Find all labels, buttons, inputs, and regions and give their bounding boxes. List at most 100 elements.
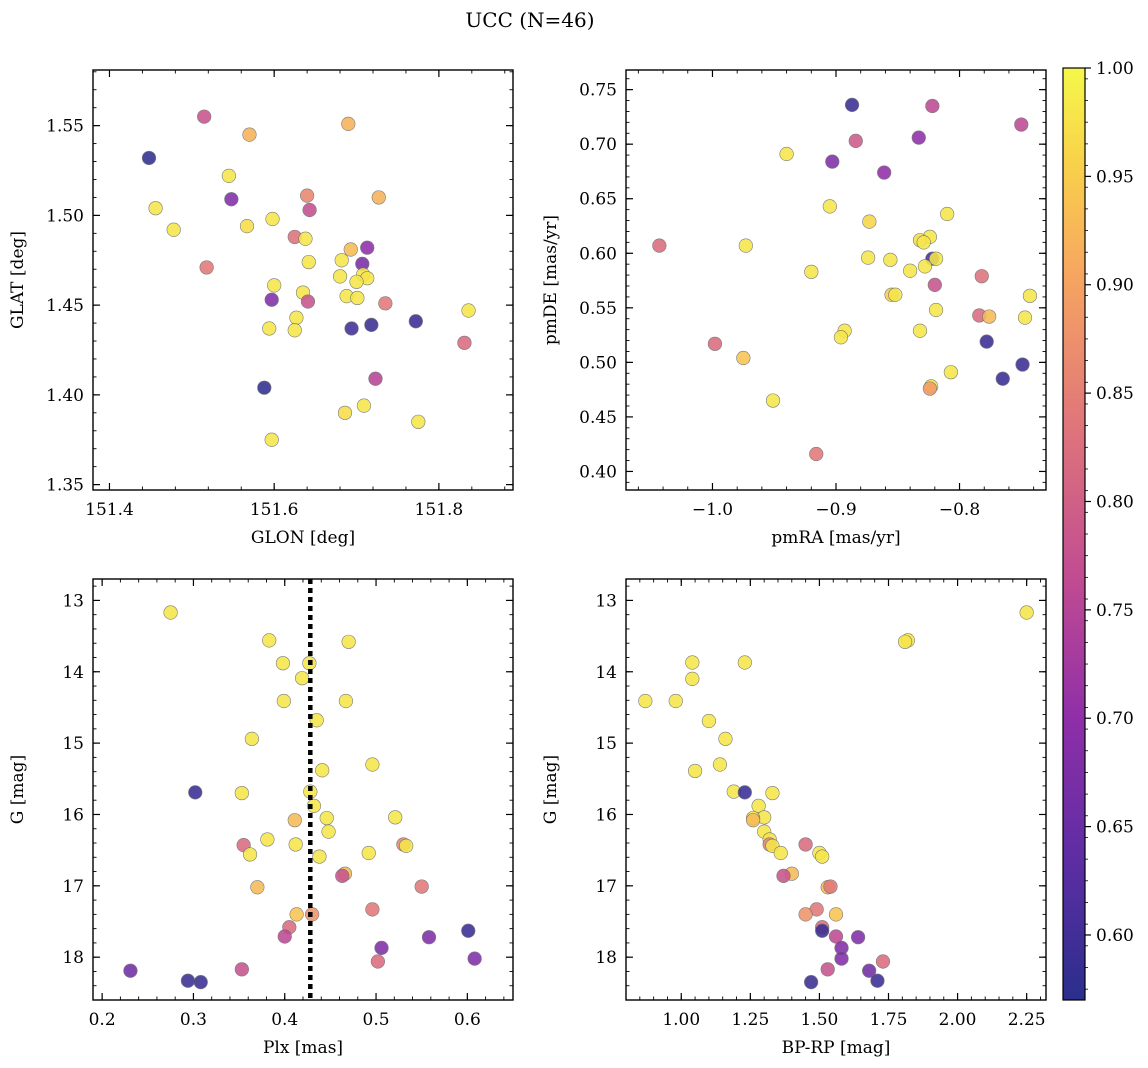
data-point <box>833 330 849 345</box>
data-point <box>916 235 931 250</box>
data-point <box>927 277 942 293</box>
data-point <box>1019 605 1034 620</box>
y-tick-label: 17 <box>62 877 84 897</box>
data-point <box>1017 310 1033 325</box>
data-point <box>264 292 279 307</box>
y-tick-label: 16 <box>62 805 84 825</box>
data-point <box>798 907 813 922</box>
colorbar-tick-label: 0.75 <box>1096 601 1134 621</box>
x-tick-label: 0.4 <box>271 1010 298 1030</box>
data-point <box>701 713 716 729</box>
colorbar: 0.60 0.65 0.70 0.75 0.80 0.85 0.90 0.95 1.00 <box>1062 59 1134 1001</box>
y-tick-label: 0.70 <box>579 135 617 155</box>
data-point <box>825 154 840 169</box>
data-point <box>928 302 944 318</box>
y-tick-label: 0.60 <box>579 244 617 264</box>
data-point <box>234 785 249 801</box>
data-point <box>360 240 375 255</box>
y-axis-label: G [mag] <box>541 755 561 824</box>
x-tick-label: 1.25 <box>731 1010 769 1030</box>
data-point <box>239 219 255 234</box>
y-tick-label: 14 <box>62 663 84 683</box>
data-point <box>828 929 844 944</box>
data-point <box>1015 357 1030 372</box>
data-point <box>888 287 903 302</box>
data-point <box>309 713 324 728</box>
y-tick-label: 1.55 <box>46 117 84 137</box>
data-point <box>995 371 1010 386</box>
x-tick-label: 0.6 <box>454 1010 481 1030</box>
data-point <box>361 845 376 861</box>
x-axis-label: pmRA [mas/yr] <box>771 528 900 548</box>
data-point <box>1014 117 1029 132</box>
data-point <box>242 127 257 142</box>
data-point <box>737 655 752 670</box>
y-tick-label: 0.65 <box>579 190 617 210</box>
data-point <box>332 269 348 284</box>
data-point <box>877 165 892 180</box>
data-point <box>461 303 476 318</box>
data-point <box>166 222 181 237</box>
colorbar-tick-label: 0.85 <box>1096 384 1134 404</box>
y-tick-label: 18 <box>62 948 84 968</box>
x-tick-label: 2.25 <box>1008 1010 1046 1030</box>
x-tick-label: −0.8 <box>939 500 980 520</box>
data-point <box>399 838 414 853</box>
y-tick-label: 17 <box>595 877 617 897</box>
data-point <box>776 868 791 883</box>
x-tick-label: 0.2 <box>89 1010 116 1030</box>
data-point <box>925 98 940 114</box>
data-point <box>277 929 292 944</box>
plot-frame <box>625 578 1047 1001</box>
y-tick-label: 16 <box>595 805 617 825</box>
data-point <box>371 190 386 205</box>
data-point <box>370 954 385 969</box>
data-point <box>289 907 304 922</box>
data-point <box>264 432 279 447</box>
y-tick-label: 0.55 <box>579 299 617 319</box>
panel-1: 151.4 151.6 151.8 1.35 1.40 1.45 1.50 1.55 GLON … <box>8 69 514 548</box>
y-axis-label: G [mag] <box>8 755 28 824</box>
panel-4: 1.00 1.25 1.50 1.75 2.00 2.25 13 14 15 16 17 18 BP-R… <box>541 578 1047 1058</box>
y-tick-label: 15 <box>62 734 84 754</box>
y-tick-label: 1.50 <box>46 206 84 226</box>
data-point <box>851 930 866 945</box>
colorbar-tick-label: 0.65 <box>1096 818 1134 838</box>
x-axis-label: Plx [mas] <box>263 1038 343 1058</box>
x-tick-label: 1.50 <box>800 1010 838 1030</box>
data-point <box>414 879 429 894</box>
data-point <box>294 671 310 686</box>
colorbar-tick-label: 0.95 <box>1096 167 1134 187</box>
data-point <box>221 168 236 183</box>
x-tick-label: −1.0 <box>692 500 733 520</box>
data-point <box>312 849 327 864</box>
y-tick-label: 13 <box>62 591 84 611</box>
x-axis-label: GLON [deg] <box>251 528 355 548</box>
data-point <box>123 963 138 978</box>
data-point <box>897 634 913 649</box>
data-point <box>338 693 354 709</box>
colorbar-tick-label: 0.70 <box>1096 709 1134 729</box>
x-tick-label: −0.9 <box>815 500 856 520</box>
data-point <box>365 902 380 917</box>
data-point <box>738 238 753 253</box>
x-tick-label: 151.6 <box>250 500 299 520</box>
x-tick-label: 2.00 <box>939 1010 977 1030</box>
data-point <box>467 951 482 966</box>
data-point <box>862 214 877 229</box>
data-point <box>193 975 208 990</box>
data-point <box>234 962 249 977</box>
y-tick-label: 13 <box>595 591 617 611</box>
data-point <box>343 242 358 257</box>
data-point <box>364 317 379 332</box>
data-point <box>912 323 928 338</box>
y-tick-label: 1.40 <box>46 386 84 406</box>
y-tick-label: 0.75 <box>579 81 617 101</box>
data-point <box>408 314 423 329</box>
x-tick-label: 1.00 <box>662 1010 700 1030</box>
y-tick-label: 18 <box>595 948 617 968</box>
data-point <box>823 879 838 894</box>
data-point <box>1022 288 1038 303</box>
data-point <box>341 634 356 649</box>
